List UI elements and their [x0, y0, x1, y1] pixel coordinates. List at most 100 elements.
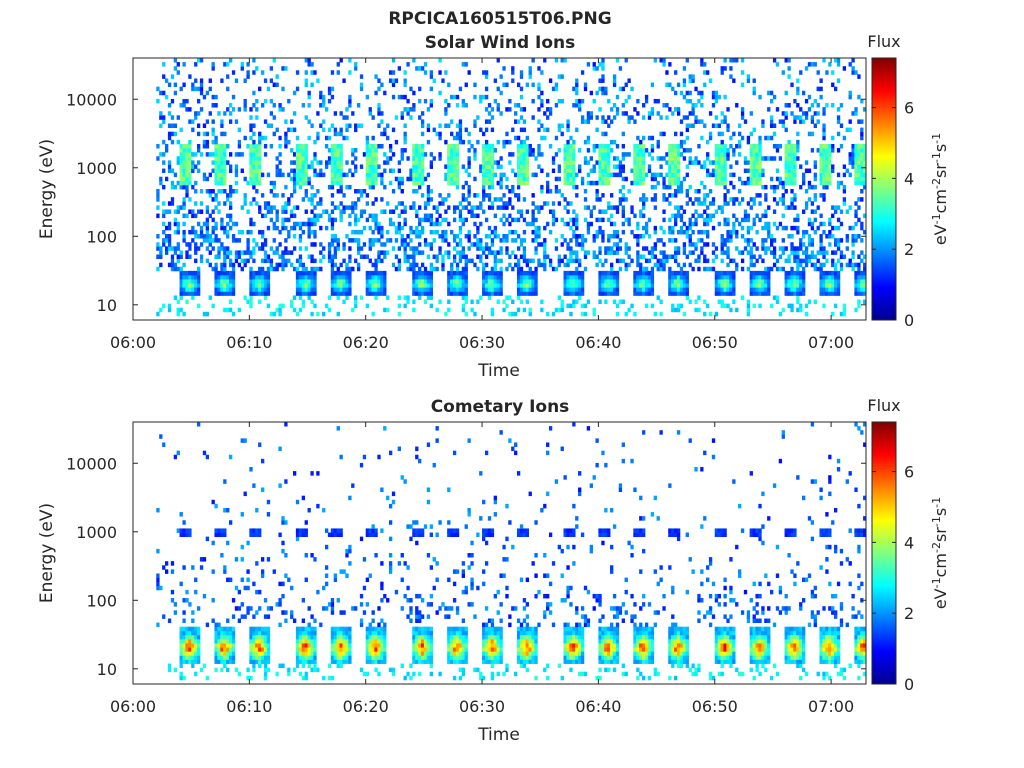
heatmap-cell: [179, 659, 183, 664]
heatmap-cell: [400, 234, 404, 239]
heatmap-cell: [767, 287, 771, 292]
heatmap-cell: [761, 246, 765, 251]
heatmap-cell: [188, 638, 192, 644]
heatmap-cell: [342, 78, 346, 83]
heatmap-cell: [348, 221, 352, 227]
heatmap-cell: [688, 90, 692, 96]
heatmap-cell: [383, 127, 387, 133]
heatmap-cell: [679, 152, 684, 157]
heatmap-cell: [595, 66, 599, 71]
heatmap-cell: [557, 74, 561, 79]
heatmap-cell: [740, 180, 745, 186]
heatmap-cell: [575, 283, 579, 288]
heatmap-cell: [173, 184, 178, 190]
heatmap-cell: [723, 201, 727, 206]
heatmap-cell: [310, 201, 314, 206]
heatmap-cell: [836, 246, 841, 251]
heatmap-cell: [572, 274, 576, 280]
heatmap-cell: [196, 86, 201, 92]
heatmap-cell: [566, 274, 570, 280]
heatmap-cell: [580, 303, 585, 309]
heatmap-cell: [208, 111, 212, 116]
heatmap-cell: [258, 274, 262, 280]
heatmap-cell: [554, 82, 559, 88]
heatmap-cell: [630, 303, 634, 309]
heatmap-cell: [659, 225, 663, 231]
heatmap-cell: [601, 148, 605, 153]
heatmap-cell: [484, 168, 489, 174]
heatmap-cell: [607, 250, 611, 255]
heatmap-cell: [313, 139, 317, 145]
heatmap-cell: [761, 258, 765, 264]
heatmap-cell: [598, 283, 602, 288]
heatmap-cell: [185, 172, 189, 178]
heatmap-cell: [380, 287, 384, 292]
heatmap-cell: [234, 238, 239, 243]
heatmap-cell: [415, 66, 419, 71]
heatmap-cell: [476, 193, 480, 198]
heatmap-cell: [252, 291, 256, 296]
heatmap-cell: [511, 127, 515, 133]
heatmap-cell: [188, 270, 192, 276]
heatmap-cell: [775, 143, 780, 149]
heatmap-cell: [839, 103, 844, 108]
heatmap-cell: [781, 246, 785, 251]
heatmap-cell: [327, 90, 332, 96]
heatmap-cell: [601, 90, 605, 96]
heatmap-cell: [450, 229, 454, 235]
heatmap-cell: [860, 283, 864, 288]
heatmap-cell: [211, 189, 215, 194]
heatmap-cell: [464, 127, 468, 133]
heatmap-cell: [566, 270, 570, 276]
heatmap-cell: [226, 213, 230, 219]
heatmap-cell: [537, 225, 541, 231]
heatmap-cell: [580, 176, 585, 182]
heatmap-cell: [292, 111, 297, 116]
heatmap-cell: [188, 651, 192, 656]
heatmap-cell: [569, 143, 573, 149]
heatmap-cell: [327, 148, 332, 153]
heatmap-cell: [781, 197, 785, 202]
heatmap-cell: [793, 143, 797, 149]
heatmap-cell: [566, 279, 570, 284]
heatmap-cell: [217, 274, 221, 280]
heatmap-cell: [566, 283, 570, 288]
heatmap-cell: [522, 176, 527, 182]
heatmap-cell: [310, 217, 314, 223]
heatmap-cell: [601, 156, 605, 161]
heatmap-cell: [429, 70, 433, 75]
heatmap-cell: [679, 90, 684, 96]
heatmap-cell: [758, 287, 762, 292]
y-tick-label: 10000: [66, 90, 117, 109]
heatmap-cell: [679, 213, 684, 219]
heatmap-cell: [598, 225, 602, 231]
heatmap-cell: [511, 168, 515, 174]
heatmap-cell: [778, 266, 783, 272]
heatmap-cell: [258, 176, 262, 182]
heatmap-cell: [691, 266, 695, 272]
heatmap-cell: [831, 291, 835, 296]
heatmap-cell: [857, 205, 861, 210]
heatmap-cell: [365, 139, 370, 145]
heatmap-cell: [691, 229, 695, 235]
heatmap-cell: [482, 70, 486, 75]
heatmap-cell: [231, 279, 236, 284]
heatmap-cell: [572, 86, 576, 92]
heatmap-cell: [368, 156, 372, 161]
heatmap-cell: [316, 172, 320, 178]
heatmap-cell: [484, 143, 489, 149]
heatmap-cell: [711, 201, 716, 206]
heatmap-cell: [464, 295, 468, 300]
heatmap-cell: [420, 193, 425, 198]
heatmap-cell: [354, 156, 358, 161]
heatmap-cell: [514, 193, 518, 198]
heatmap-cell: [578, 148, 582, 153]
colorbar-tick-label: 4: [904, 169, 914, 188]
heatmap-cell: [857, 143, 861, 149]
heatmap-cell: [612, 156, 617, 161]
heatmap-cell: [304, 168, 308, 174]
heatmap-cell: [266, 258, 271, 264]
heatmap-cell: [636, 225, 640, 231]
heatmap-cell: [668, 152, 672, 157]
heatmap-cell: [863, 274, 866, 280]
